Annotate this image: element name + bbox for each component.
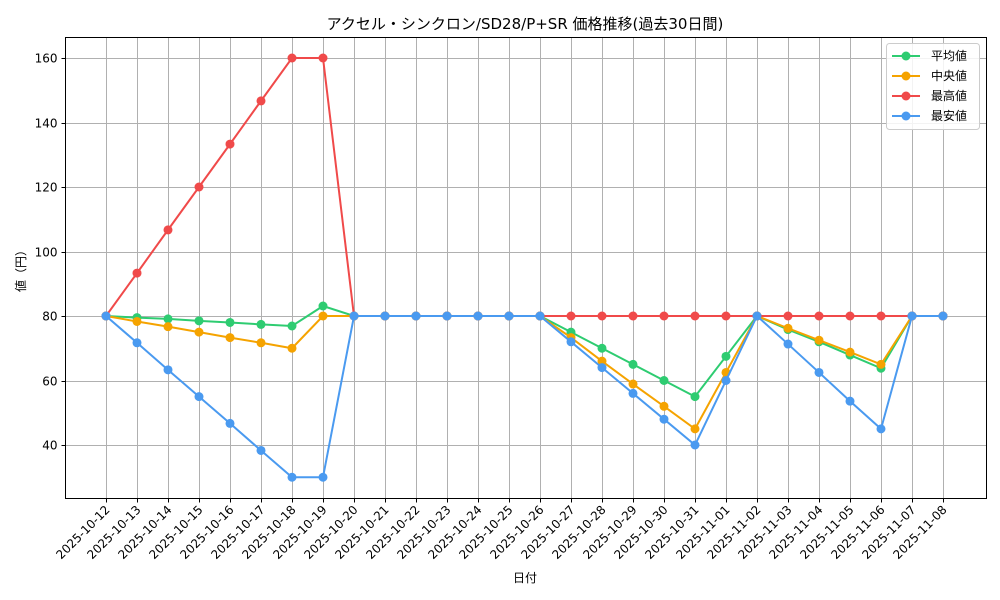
- series-layer: [101, 53, 948, 482]
- y-tick-label: 40: [42, 439, 57, 453]
- data-point: [194, 392, 204, 402]
- data-point: [783, 339, 793, 349]
- data-point: [814, 335, 824, 345]
- data-point: [690, 311, 700, 321]
- y-tick-label: 80: [42, 310, 57, 324]
- legend-label: 最安値: [931, 108, 967, 123]
- data-point: [783, 311, 793, 321]
- data-point: [349, 311, 359, 321]
- data-point: [225, 333, 235, 343]
- data-point: [845, 311, 855, 321]
- data-point: [814, 367, 824, 377]
- data-point: [628, 359, 638, 369]
- data-point: [473, 311, 483, 321]
- data-point: [721, 376, 731, 385]
- data-point: [659, 414, 669, 424]
- data-point: [101, 311, 111, 321]
- data-point: [194, 182, 204, 192]
- y-axis: 40 60 80 100 120 140 160: [35, 52, 66, 453]
- data-point: [256, 445, 266, 455]
- data-point: [566, 337, 576, 347]
- data-point: [597, 356, 607, 366]
- legend-marker: [901, 51, 911, 61]
- data-point: [690, 392, 700, 402]
- data-point: [256, 96, 266, 106]
- data-point: [225, 418, 235, 428]
- chart-title: アクセル・シンクロン/SD28/P+SR 価格推移(過去30日間): [327, 15, 724, 33]
- data-point: [504, 311, 514, 321]
- data-point: [690, 440, 700, 450]
- legend-marker: [901, 111, 911, 121]
- y-axis-label: 値（円）: [13, 244, 28, 292]
- plot-area-frame: [65, 37, 987, 499]
- grid-lines: [65, 37, 987, 499]
- data-point: [938, 311, 948, 321]
- data-point: [721, 311, 731, 321]
- data-point: [752, 311, 762, 321]
- legend-label: 平均値: [931, 48, 967, 63]
- data-point: [225, 317, 235, 327]
- data-point: [535, 311, 545, 321]
- data-point: [783, 323, 793, 333]
- data-point: [256, 319, 266, 329]
- legend-marker: [901, 91, 911, 101]
- data-point: [287, 321, 297, 331]
- y-tick-label: 160: [35, 52, 58, 66]
- series-line: [105, 314, 943, 479]
- data-point: [628, 311, 638, 321]
- data-point: [628, 379, 638, 389]
- data-point: [318, 311, 328, 321]
- series-3: [101, 311, 948, 482]
- data-point: [318, 53, 328, 63]
- data-point: [566, 311, 576, 321]
- x-axis: 2025-10-122025-10-132025-10-142025-10-15…: [53, 498, 950, 562]
- data-point: [814, 311, 824, 321]
- data-point: [318, 301, 328, 311]
- data-point: [163, 365, 173, 375]
- data-point: [287, 53, 297, 63]
- data-point: [132, 338, 142, 348]
- legend-label: 最高値: [931, 88, 967, 103]
- data-point: [907, 311, 917, 321]
- data-point: [132, 316, 142, 326]
- data-point: [163, 322, 173, 332]
- data-point: [194, 316, 204, 326]
- data-point: [659, 376, 669, 385]
- data-point: [163, 225, 173, 235]
- data-point: [876, 424, 886, 434]
- data-point: [876, 359, 886, 369]
- data-point: [318, 472, 328, 482]
- legend-marker: [901, 71, 911, 81]
- data-point: [721, 351, 731, 361]
- data-point: [442, 311, 452, 321]
- data-point: [659, 401, 669, 411]
- data-point: [194, 327, 204, 337]
- data-point: [690, 424, 700, 434]
- x-axis-label: 日付: [513, 571, 537, 585]
- y-tick-label: 120: [35, 181, 58, 195]
- data-point: [256, 338, 266, 348]
- data-point: [659, 311, 669, 321]
- data-point: [163, 314, 173, 324]
- legend-label: 中央値: [931, 68, 967, 83]
- data-point: [411, 311, 421, 321]
- data-point: [876, 311, 886, 321]
- data-point: [597, 343, 607, 353]
- data-point: [628, 388, 638, 398]
- data-point: [597, 311, 607, 321]
- data-point: [845, 396, 855, 406]
- data-point: [287, 472, 297, 482]
- data-point: [597, 363, 607, 373]
- legend-box: [886, 43, 980, 130]
- y-tick-label: 100: [35, 246, 58, 260]
- data-point: [380, 311, 390, 321]
- y-tick-label: 60: [42, 375, 57, 389]
- data-point: [225, 139, 235, 149]
- data-point: [132, 268, 142, 278]
- data-point: [287, 343, 297, 353]
- data-point: [845, 347, 855, 357]
- y-tick-label: 140: [35, 117, 58, 131]
